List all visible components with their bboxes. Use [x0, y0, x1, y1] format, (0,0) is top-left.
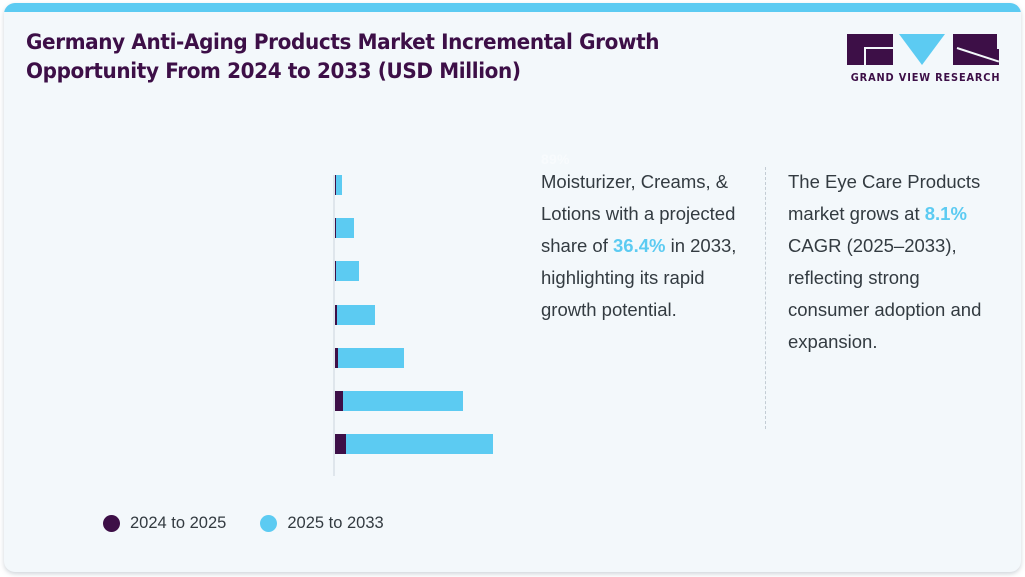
chart-stacked-bar[interactable]: [335, 261, 359, 282]
bar-segment-2025-2033: [337, 304, 375, 325]
legend-label: 2024 to 2025: [130, 514, 227, 532]
insight-eye-care: The Eye Care Products market grows at 8.…: [788, 166, 996, 358]
chart-bar-row: Facial Masks & Peels: [4, 218, 529, 261]
chart-stacked-bar[interactable]: [335, 304, 375, 325]
chart-bar-row: Others (Facial Oil, Lip Care Products, e…: [4, 175, 529, 218]
bar-segment-2024-2025: [335, 218, 336, 239]
chart-bar-row: Facial Cleanser & Exfoliators: [4, 304, 529, 348]
logo-r-notch-vertical-icon: [997, 34, 999, 49]
logo-g-notch-horizontal-icon: [864, 47, 893, 49]
chart-stacked-bar[interactable]: [335, 347, 404, 368]
insight-text-prefix: The Eye Care Products market grows at: [788, 171, 981, 224]
bar-segment-2024-2025: [335, 261, 336, 282]
logo-r-notch-diagonal-icon: [956, 47, 999, 63]
infographic-card: Germany Anti-Aging Products Market Incre…: [4, 3, 1021, 572]
grand-view-research-logo: GRAND VIEW RESEARCH: [847, 34, 1001, 88]
chart-stacked-bar[interactable]: [335, 434, 493, 455]
legend-label: 2025 to 2033: [287, 514, 384, 532]
insight-highlight-value: 36.4%: [613, 235, 666, 256]
logo-r-block-icon: [953, 34, 999, 65]
logo-v-triangle-icon: [899, 34, 945, 65]
legend-swatch-icon: [103, 515, 120, 532]
chart-stacked-bar[interactable]: [335, 218, 354, 239]
bar-segment-2024-2025: [335, 175, 336, 195]
chart-bar-row: Sunscreen & Sun Protection: [4, 261, 529, 304]
legend-item[interactable]: 2025 to 2033: [260, 514, 384, 533]
chart-bar-row: Moisturizer, Creams, & Lotions: [4, 434, 529, 477]
incremental-growth-bar-chart: Others (Facial Oil, Lip Care Products, e…: [4, 3, 529, 572]
logo-wordmark: GRAND VIEW RESEARCH: [850, 72, 1001, 84]
chart-bar-row: Eye Care Products: [4, 347, 529, 391]
watermark-text: 89%: [541, 151, 570, 167]
logo-g-block-icon: [847, 34, 893, 65]
bar-segment-2024-2025: [335, 347, 338, 368]
bar-segment-2025-2033: [346, 434, 493, 455]
logo-g-notch-vertical-icon: [864, 47, 866, 65]
top-accent-bar: [4, 3, 1021, 12]
chart-bar-rows: Others (Facial Oil, Lip Care Products, e…: [4, 175, 529, 477]
page-title: Germany Anti-Aging Products Market Incre…: [26, 30, 660, 84]
insight-highlight-value: 8.1%: [924, 203, 967, 224]
chart-legend: 2024 to 2025 2025 to 2033: [103, 514, 384, 533]
bar-segment-2024-2025: [335, 390, 343, 411]
chart-stacked-bar[interactable]: [335, 390, 463, 411]
header: Germany Anti-Aging Products Market Incre…: [4, 12, 1021, 98]
insight-moisturizer: Moisturizer, Creams, & Lotions with a pr…: [541, 166, 737, 326]
bar-segment-2025-2033: [336, 175, 342, 195]
insight-text-suffix: CAGR (2025–2033), reflecting strong cons…: [788, 235, 982, 352]
bar-segment-2024-2025: [335, 434, 346, 455]
bar-segment-2024-2025: [335, 304, 337, 325]
chart-y-axis-line: [333, 175, 335, 476]
insight-text-prefix: Moisturizer, Creams, & Lotions with a pr…: [541, 171, 736, 256]
chart-bar-row: Facial Serum: [4, 390, 529, 434]
bar-segment-2025-2033: [336, 218, 354, 239]
logo-mark-group: [847, 34, 999, 68]
legend-swatch-icon: [260, 515, 278, 532]
legend-item[interactable]: 2024 to 2025: [103, 514, 226, 533]
bar-segment-2025-2033: [343, 390, 463, 411]
insight-divider: [765, 167, 766, 429]
insight-text-suffix: in 2033, highlighting its rapid growth p…: [541, 235, 737, 320]
bar-segment-2025-2033: [336, 261, 359, 282]
chart-stacked-bar[interactable]: [335, 175, 342, 195]
bar-segment-2025-2033: [338, 347, 404, 368]
